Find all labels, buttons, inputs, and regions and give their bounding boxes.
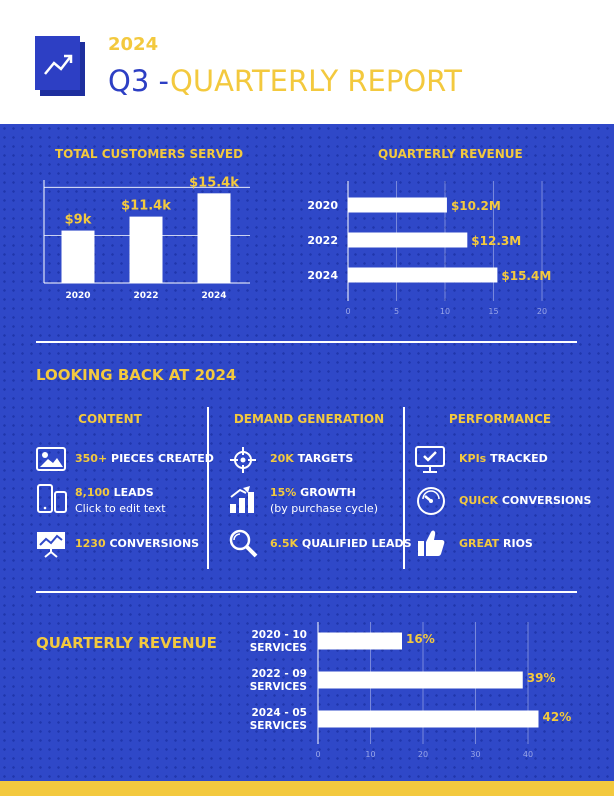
content-item: 8,100 LEADS Click to edit text xyxy=(75,486,166,515)
tick-label: 10 xyxy=(440,307,450,316)
data-label: $12.3M xyxy=(471,234,521,248)
data-label: 16% xyxy=(406,632,435,646)
customers-bar-chart: $9k 2020 $11.4k 2022 $15.4k 2024 xyxy=(43,175,250,301)
data-label: 42% xyxy=(543,710,572,724)
bar xyxy=(129,216,163,283)
performance-item: KPIs TRACKED xyxy=(459,452,548,465)
demand-item: 6.5K QUALIFIED LEADS xyxy=(270,537,412,550)
bar xyxy=(348,267,498,283)
title-dash: - xyxy=(149,64,171,98)
performance-item: GREAT RIOS xyxy=(459,537,533,550)
category-label: 2024 xyxy=(307,269,338,282)
title-prefix: Q3 xyxy=(108,64,150,98)
bar xyxy=(318,671,523,689)
trend-up-icon xyxy=(35,36,85,96)
tick-label: 5 xyxy=(394,307,399,316)
image-icon xyxy=(36,447,66,471)
category-label: 2022 xyxy=(307,234,338,247)
bar xyxy=(61,230,95,283)
title-main: QUARTERLY REPORT xyxy=(170,64,462,98)
data-label: $15.4k xyxy=(189,175,239,190)
demand-item: 15% GROWTH (by purchase cycle) xyxy=(270,486,378,515)
bar xyxy=(318,710,539,728)
category-label: 2020 - 10 xyxy=(251,629,307,641)
bar-growth-icon xyxy=(230,486,254,513)
performance-item: QUICK CONVERSIONS xyxy=(459,494,592,507)
bar xyxy=(348,232,468,248)
tick-label: 15 xyxy=(488,307,498,316)
section-divider xyxy=(36,591,577,593)
column-divider xyxy=(207,407,209,569)
presentation-chart-icon xyxy=(37,532,65,558)
category-label: 2020 xyxy=(307,199,338,212)
category-label: SERVICES xyxy=(250,720,307,732)
demand-heading: DEMAND GENERATION xyxy=(233,412,385,426)
tick-label: 10 xyxy=(365,750,375,759)
tick-label: 2022 xyxy=(133,291,158,301)
tick-label: 2024 xyxy=(201,291,226,301)
tick-label: 0 xyxy=(345,307,350,316)
speedometer-icon xyxy=(417,487,445,515)
footer-bar xyxy=(0,781,614,796)
data-label: $11.4k xyxy=(121,199,171,214)
tick-label: 20 xyxy=(537,307,547,316)
revenue-chart-title: QUARTERLY REVENUE xyxy=(378,147,523,161)
data-label: $15.4M xyxy=(501,269,551,283)
looking-back-title: LOOKING BACK AT 2024 xyxy=(36,366,237,384)
demand-item: 20K TARGETS xyxy=(270,452,354,465)
editable-text[interactable]: Click to edit text xyxy=(75,502,166,515)
category-label: SERVICES xyxy=(250,642,307,654)
bar xyxy=(318,632,402,650)
data-label: $9k xyxy=(65,213,92,228)
report-body: TOTAL CUSTOMERS SERVED QUARTERLY REVENUE… xyxy=(0,124,614,781)
tick-label: 2020 xyxy=(65,291,90,301)
category-label: 2024 - 05 xyxy=(251,707,307,719)
bottom-revenue-title: QUARTERLY REVENUE xyxy=(36,634,217,652)
thumbs-up-icon xyxy=(418,530,445,556)
magnifier-icon xyxy=(229,529,258,558)
report-header: 2024 Q3 -QUARTERLY REPORT xyxy=(0,0,614,124)
devices-icon xyxy=(37,484,67,513)
data-label: 39% xyxy=(527,671,556,685)
tick-label: 40 xyxy=(523,750,533,759)
category-label: SERVICES xyxy=(250,681,307,693)
customers-chart-title: TOTAL CUSTOMERS SERVED xyxy=(55,147,244,161)
content-item: 350+ PIECES CREATED xyxy=(75,452,214,465)
bar xyxy=(348,197,447,213)
tick-label: 0 xyxy=(315,750,320,759)
column-divider xyxy=(403,407,405,569)
crosshair-icon xyxy=(230,447,256,473)
monitor-check-icon xyxy=(415,446,445,473)
performance-heading: PERFORMANCE xyxy=(448,412,552,426)
content-heading: CONTENT xyxy=(78,412,142,426)
section-divider xyxy=(36,341,577,343)
content-item: 1230 CONVERSIONS xyxy=(75,537,200,550)
bar xyxy=(197,193,231,283)
report-year: 2024 xyxy=(108,34,159,55)
category-label: 2022 - 09 xyxy=(251,668,307,680)
tick-label: 30 xyxy=(470,750,480,759)
report-title: Q3 -QUARTERLY REPORT xyxy=(108,64,462,98)
tick-label: 20 xyxy=(418,750,428,759)
data-label: $10.2M xyxy=(451,199,501,213)
